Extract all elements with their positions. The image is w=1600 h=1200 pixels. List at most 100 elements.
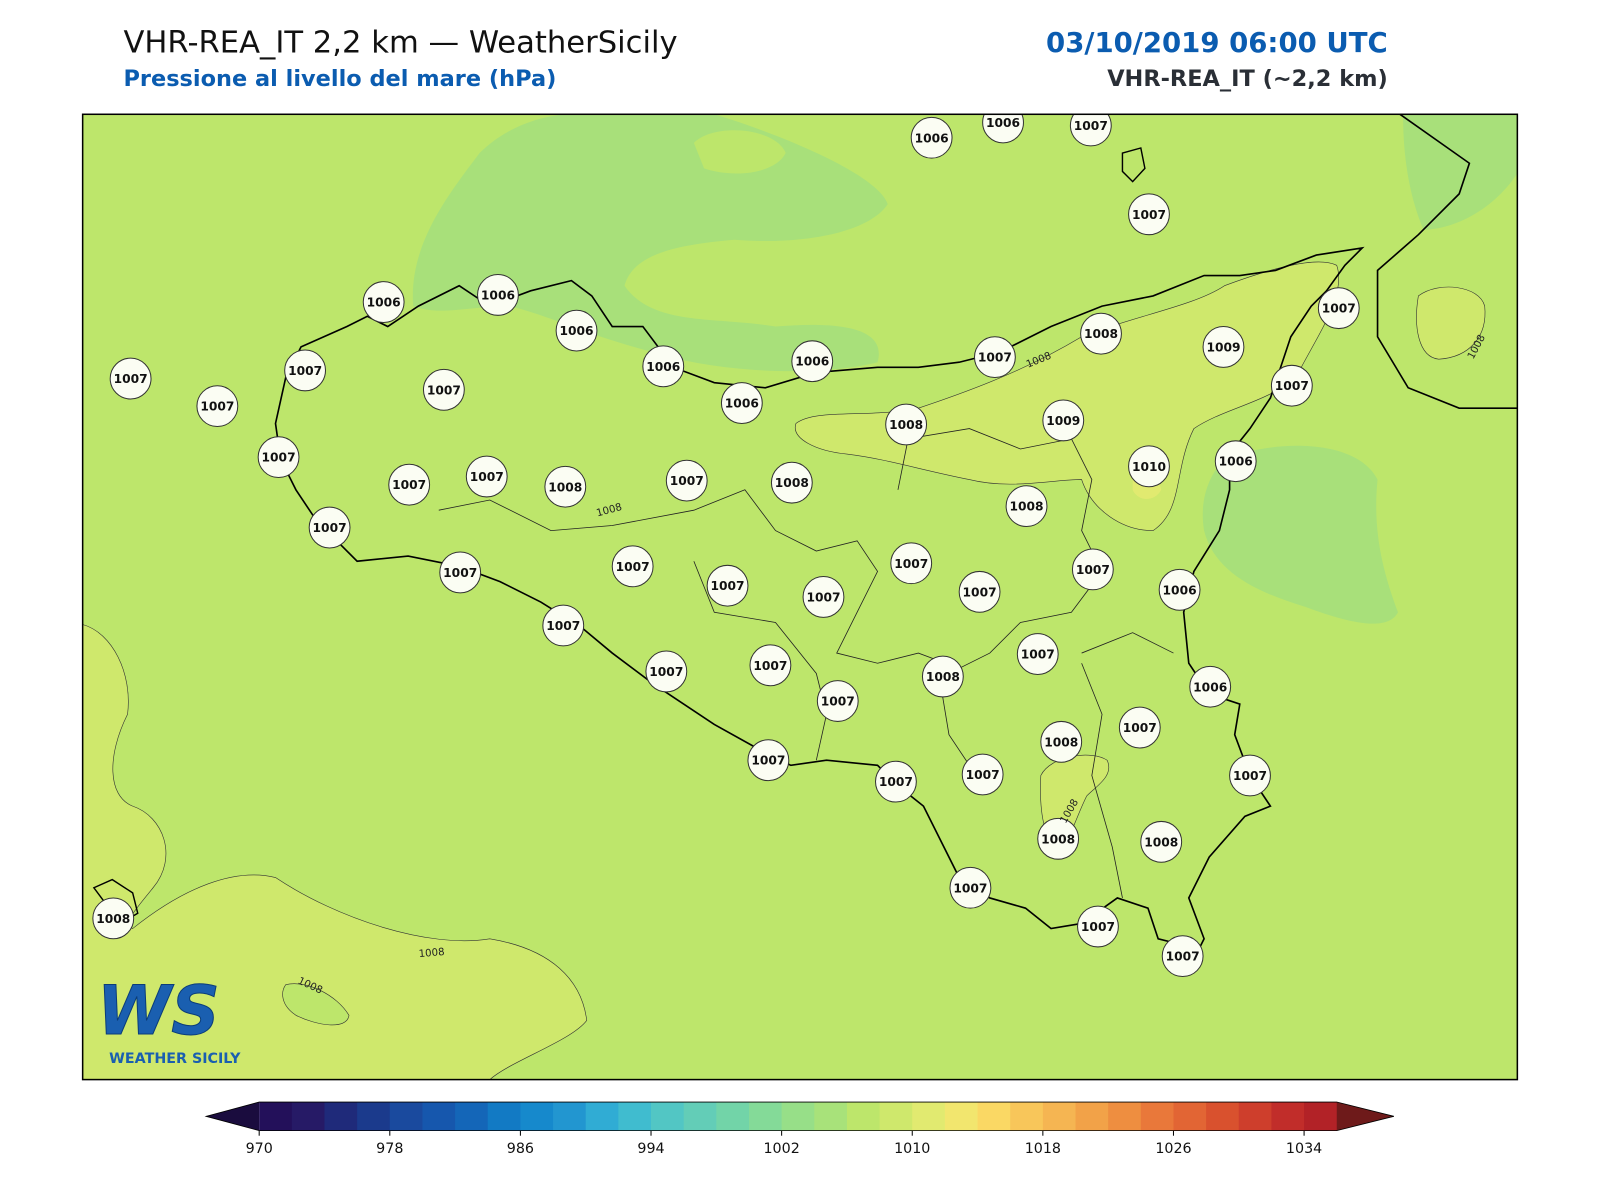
- station-value: 1007: [392, 478, 426, 492]
- station-marker: [982, 114, 1024, 144]
- colorbar-bin: [389, 1102, 423, 1131]
- station-marker: [958, 570, 1001, 613]
- colorbar-bin: [422, 1102, 456, 1131]
- station-marker: [1128, 445, 1170, 488]
- station-value: 1007: [963, 585, 997, 599]
- station-marker: [802, 576, 845, 618]
- station-value: 1007: [546, 619, 580, 633]
- station: 1006: [720, 382, 763, 424]
- station-value: 1007: [200, 400, 234, 414]
- colorbar-bin: [1271, 1102, 1305, 1131]
- station-value: 1007: [966, 768, 1000, 782]
- station-marker: [611, 545, 654, 588]
- station-marker: [1229, 754, 1271, 797]
- colorbar-tick-label: 1026: [1155, 1141, 1191, 1157]
- station: 1007: [749, 644, 792, 687]
- station-value: 1006: [795, 355, 829, 369]
- colorbar-bin: [291, 1102, 325, 1131]
- stations: 1006 1006 1007 1007 1006 1006 1006 1006 1006 1006…: [92, 114, 1360, 978]
- station-value: 1007: [470, 470, 504, 484]
- station-value: 1008: [889, 418, 923, 432]
- province-borders: [438, 428, 1174, 899]
- station-value: 1007: [1233, 769, 1267, 783]
- station: 1007: [439, 551, 482, 594]
- station-marker: [1037, 817, 1080, 860]
- station: 1007: [1071, 548, 1114, 591]
- colorbar-bin: [716, 1102, 750, 1131]
- station: 1008: [1140, 820, 1183, 863]
- colorbar-bin: [357, 1102, 391, 1131]
- station: 1007: [1069, 114, 1112, 147]
- colorbar-over: [1336, 1102, 1394, 1131]
- station-value: 1007: [649, 665, 683, 679]
- colorbar-bin: [1075, 1102, 1109, 1131]
- station: 1007: [1128, 193, 1170, 236]
- station: 1007: [706, 564, 749, 607]
- station: 1007: [1016, 633, 1059, 675]
- station-value: 1007: [1132, 208, 1166, 222]
- station: 1008: [544, 465, 587, 508]
- station-marker: [109, 357, 152, 400]
- station-value: 1007: [1076, 563, 1110, 577]
- station: 1007: [611, 545, 654, 588]
- station: 1006: [910, 116, 953, 159]
- colorbar-tick-label: 978: [376, 1141, 403, 1157]
- colorbar-bin: [748, 1102, 783, 1131]
- station: 1006: [477, 273, 519, 316]
- colorbar-tick-label: 970: [246, 1141, 273, 1157]
- station-value: 1007: [1123, 721, 1157, 735]
- station-marker: [665, 459, 708, 502]
- station-marker: [1080, 312, 1122, 355]
- station-value: 1008: [1041, 832, 1075, 846]
- colorbar-tick-label: 1018: [1025, 1141, 1061, 1157]
- colorbar-bin: [553, 1102, 587, 1131]
- station-marker: [1118, 706, 1161, 749]
- coastline: [1376, 114, 1518, 409]
- station-marker: [1270, 364, 1313, 407]
- station: 1007: [1229, 754, 1271, 797]
- station: 1007: [196, 385, 239, 428]
- sea-low-area: [1202, 445, 1398, 624]
- station-marker: [1077, 905, 1119, 948]
- station: 1006: [362, 281, 405, 323]
- colorbar-bin: [455, 1102, 489, 1131]
- station: 1006: [642, 345, 685, 388]
- station-value: 1007: [711, 579, 745, 593]
- station-value: 1006: [559, 324, 593, 338]
- station: 1007: [388, 463, 431, 506]
- station-marker: [284, 349, 327, 392]
- station: 1007: [308, 506, 351, 549]
- station-marker: [1128, 193, 1170, 236]
- station: 1008: [1005, 485, 1048, 528]
- colorbar-tick-label: 1002: [763, 1141, 799, 1157]
- station-value: 1007: [1275, 379, 1309, 393]
- station-marker: [1071, 548, 1114, 591]
- station-value: 1006: [725, 397, 759, 411]
- station: 1007: [257, 436, 300, 479]
- station: 1008: [92, 897, 135, 940]
- station-marker: [910, 116, 953, 159]
- station-value: 1007: [978, 351, 1012, 365]
- station-value: 1008: [1144, 835, 1178, 849]
- station: 1008: [770, 461, 813, 504]
- station-marker: [890, 542, 933, 585]
- station-marker: [1189, 665, 1232, 708]
- station-value: 1007: [751, 754, 785, 768]
- station-value: 1007: [1322, 302, 1356, 316]
- colorbar-bin: [879, 1102, 913, 1131]
- colorbar-bin: [487, 1102, 521, 1131]
- station-value: 1008: [548, 480, 582, 494]
- station: 1006: [1214, 440, 1257, 483]
- station-value: 1007: [288, 364, 322, 378]
- station: 1007: [973, 336, 1016, 379]
- station-marker: [747, 739, 790, 782]
- station-value: 1006: [1193, 680, 1227, 694]
- station-marker: [1016, 633, 1059, 675]
- colorbar-bin: [1238, 1102, 1272, 1131]
- station-marker: [749, 644, 792, 687]
- station-marker: [257, 436, 300, 479]
- station: 1007: [1317, 287, 1360, 330]
- station-value: 1007: [1074, 119, 1108, 133]
- station-marker: [362, 281, 405, 323]
